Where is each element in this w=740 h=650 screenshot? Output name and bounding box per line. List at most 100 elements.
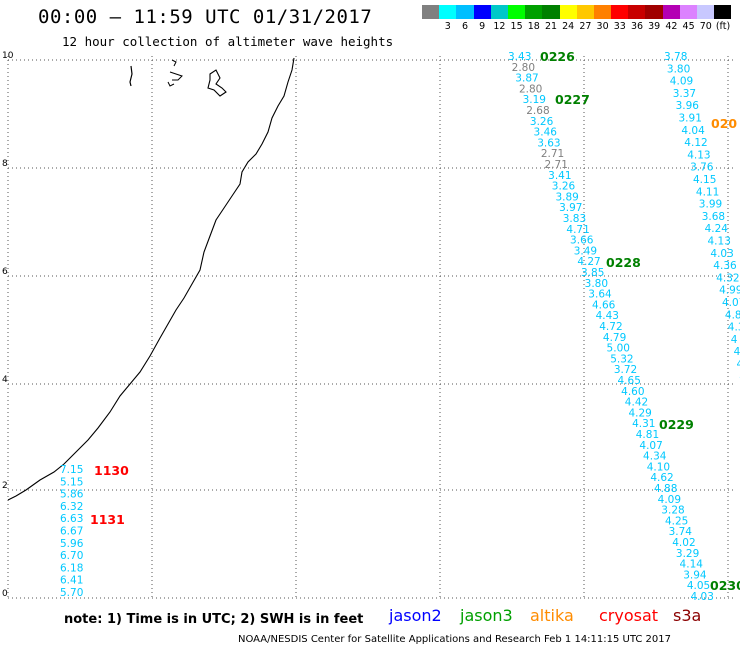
swh-value: 4.43	[596, 310, 619, 322]
coastline	[7, 57, 295, 501]
swh-value: 3.99	[699, 199, 722, 211]
legend-label: 33	[613, 21, 626, 32]
legend-swatch	[490, 5, 508, 19]
swh-value: 4.09	[658, 494, 681, 506]
legend-swatch	[645, 5, 663, 19]
swh-value: 4.31	[632, 418, 655, 430]
swh-value: 4.72	[599, 321, 622, 333]
legend-label: 18	[527, 21, 540, 32]
legend-label: 27	[579, 21, 592, 32]
swh-value: 4.03	[691, 591, 714, 603]
page-title: 00:00 – 11:59 UTC 01/31/2017	[38, 6, 373, 28]
swh-value: 4.79	[603, 332, 626, 344]
credit-line: NOAA/NESDIS Center for Satellite Applica…	[238, 634, 671, 645]
track-time-0227: 0227	[555, 92, 590, 107]
swh-value: 5.32	[610, 353, 633, 365]
color-legend: 3 6 9 12 15 18 21 24 27 30 33 36 39 42 45 70 (ft)	[422, 5, 732, 33]
y-tick-label: 4	[2, 375, 8, 385]
track-time-1130: 1130	[94, 463, 129, 478]
altimeter-points: 7.155.155.866.326.636.675.966.706.186.41…	[60, 49, 740, 603]
legend-label: 39	[648, 21, 661, 32]
swh-value: 3.85	[581, 267, 604, 279]
page-subtitle: 12 hour collection of altimeter wave hei…	[62, 34, 394, 49]
swh-value: 3.66	[570, 235, 594, 247]
swh-value: 4.81	[636, 429, 659, 441]
legend-label: 12	[493, 21, 506, 32]
swh-value: 4.36	[713, 260, 737, 272]
swh-value: 3.68	[702, 211, 725, 223]
legend-label: 9	[479, 21, 486, 32]
swh-value: 3.97	[559, 202, 582, 214]
legend-s3a: s3a	[673, 606, 702, 625]
swh-value: 5.00	[607, 343, 630, 355]
legend-jason2: jason2	[389, 606, 442, 625]
swh-value: 4.25	[665, 515, 688, 527]
swh-value: 7.15	[60, 464, 83, 476]
swh-value: 4.32	[716, 272, 739, 284]
swh-value: 3.26	[530, 116, 554, 128]
legend-swatch	[473, 5, 491, 19]
legend-swatch	[439, 5, 457, 19]
swh-value: 5.15	[60, 476, 83, 488]
swh-value: 3.83	[563, 213, 586, 225]
legend-label: 21	[544, 21, 558, 32]
swh-value: 3.43	[508, 51, 531, 63]
legend-swatch	[422, 5, 440, 19]
track-time-0226: 0226	[540, 49, 575, 64]
swh-value: 4.27	[577, 256, 600, 268]
swh-value: 4.02	[672, 537, 695, 549]
swh-value: 4.04	[681, 125, 705, 137]
swh-value: 3.41	[548, 170, 571, 182]
wave-height-map: 4548515457600246810 7.155.155.866.326.63…	[2, 49, 740, 603]
legend-label: 15	[510, 21, 523, 32]
y-tick-label: 6	[2, 267, 8, 277]
swh-value: 6.32	[60, 501, 83, 513]
swh-value: 4	[734, 346, 740, 358]
swh-value: 3.19	[523, 94, 546, 106]
swh-value: 4.12	[684, 137, 707, 149]
track-time-1131: 1131	[90, 512, 125, 527]
swh-value: 4.24	[705, 223, 729, 235]
legend-label: 45	[682, 21, 695, 32]
swh-value: 2.68	[526, 105, 549, 117]
y-tick-label: 8	[2, 159, 8, 169]
swh-value: 4.99	[719, 285, 740, 297]
legend-label: 30	[596, 21, 609, 32]
swh-value: 3.91	[679, 113, 702, 125]
legend-swatch	[611, 5, 629, 19]
legend-swatch	[456, 5, 474, 19]
swh-value: 3.76	[690, 162, 714, 174]
legend-swatches	[422, 5, 732, 19]
swh-value: 3.74	[669, 526, 693, 538]
swh-value: 4.42	[625, 397, 648, 409]
legend-labels: 3 6 9 12 15 18 21 24 27 30 33 36 39 42 45 70 (ft)	[422, 19, 731, 33]
y-tick-label: 2	[2, 481, 8, 491]
swh-value: 2.71	[545, 159, 568, 171]
swh-value: 5.86	[60, 489, 84, 501]
legend-label: 42	[665, 21, 678, 32]
swh-value: 4.09	[670, 76, 693, 88]
island-1	[129, 65, 133, 87]
swh-value: 6.41	[60, 575, 83, 587]
swh-value: 4	[731, 334, 738, 346]
swh-value: 3.26	[552, 181, 576, 193]
swh-value: 4.3	[728, 322, 740, 334]
legend-swatch	[714, 5, 732, 19]
swh-value: 5.70	[60, 587, 83, 599]
swh-value: 3.46	[534, 127, 558, 139]
legend-swatch	[525, 5, 543, 19]
legend-label: 6	[461, 21, 469, 32]
swh-value: 3.80	[667, 63, 690, 75]
swh-value: 4.11	[696, 186, 719, 198]
swh-value: 3.72	[614, 364, 637, 376]
legend-swatch	[679, 5, 697, 19]
legend-swatch	[628, 5, 646, 19]
swh-value: 3.37	[673, 88, 696, 100]
swh-value: 4	[737, 359, 740, 371]
swh-value: 2.71	[541, 148, 564, 160]
coastline-path	[7, 57, 295, 501]
swh-value: 3.96	[676, 100, 700, 112]
y-tick-label: 10	[2, 51, 14, 61]
y-tick-label: 0	[2, 589, 8, 599]
island-3	[207, 69, 227, 97]
